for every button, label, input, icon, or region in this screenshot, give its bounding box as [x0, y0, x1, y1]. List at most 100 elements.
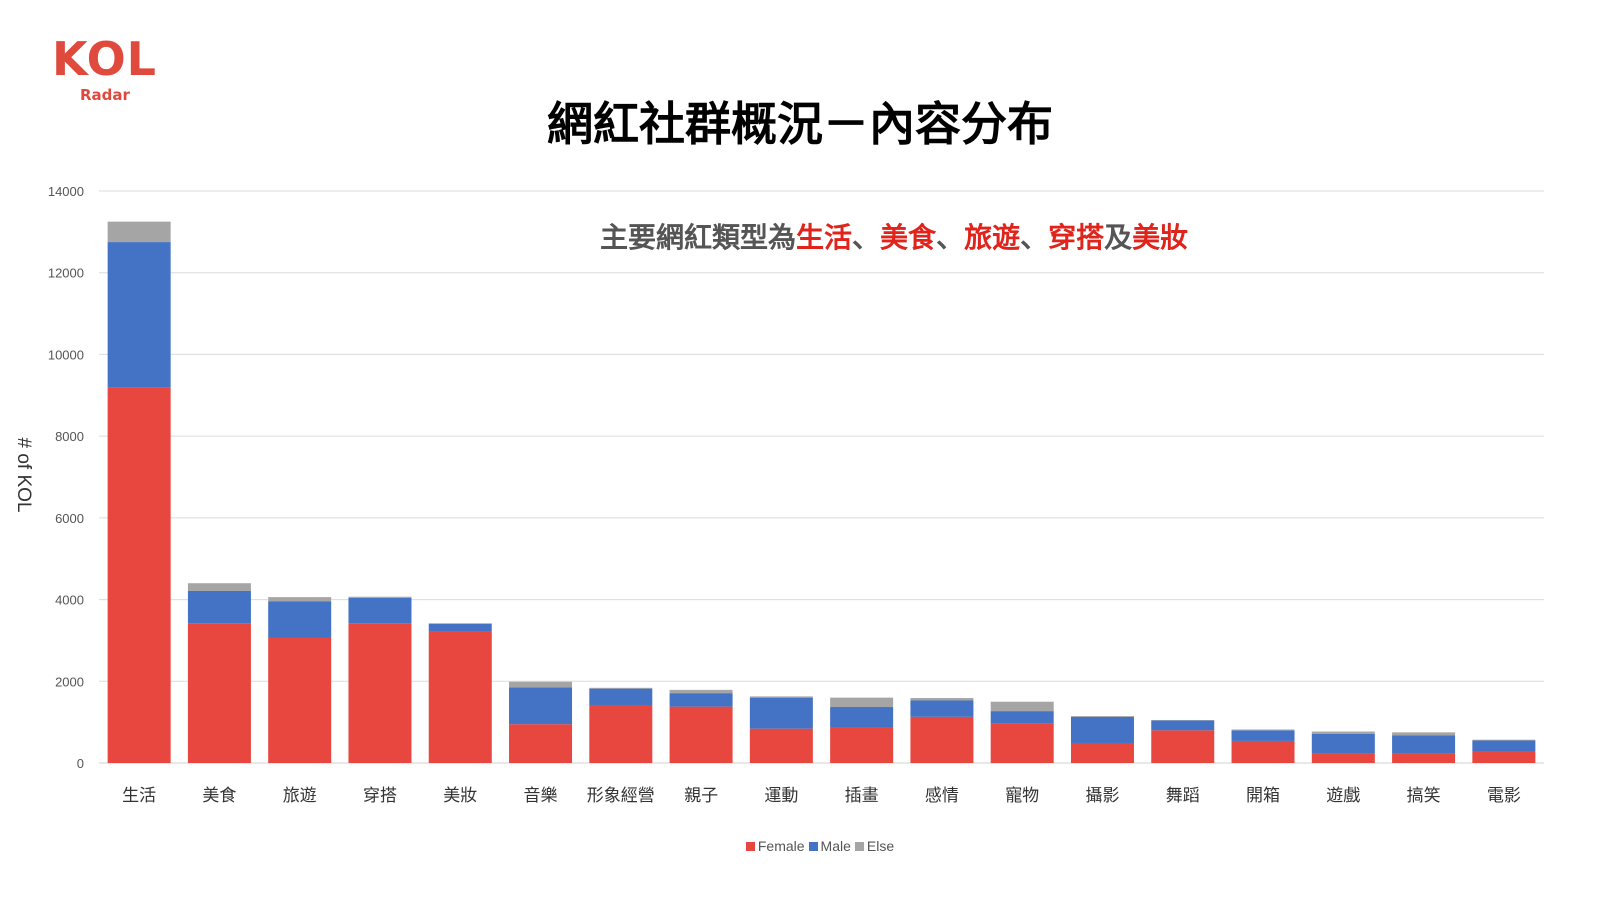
y-tick-label: 2000 — [55, 674, 84, 689]
bar-segment-male — [990, 711, 1054, 724]
logo-main-text: KOL — [52, 32, 157, 86]
bar-segment-female — [669, 706, 733, 763]
y-tick-label: 8000 — [55, 429, 84, 444]
legend-item-else: Else — [854, 838, 895, 854]
x-tick-label: 攝影 — [1085, 786, 1119, 806]
x-tick-label: 感情 — [925, 786, 959, 806]
bar-segment-female — [990, 723, 1054, 763]
bar-segment-female — [589, 704, 653, 763]
bar-segment-else — [669, 689, 733, 694]
y-tick-label: 6000 — [55, 511, 84, 526]
bar-segment-female — [428, 631, 492, 763]
bar-segment-else — [1392, 732, 1456, 736]
bar-segment-male — [1392, 735, 1456, 754]
logo-sub-text: Radar — [80, 86, 130, 104]
subtitle-highlight: 旅遊 — [964, 221, 1021, 254]
bar-segment-else — [749, 696, 813, 698]
bar-segment-else — [107, 221, 171, 243]
bar-segment-else — [348, 596, 412, 598]
bar-segment-female — [749, 728, 813, 763]
x-tick-label: 開箱 — [1246, 786, 1280, 806]
x-tick-label: 穿搭 — [363, 786, 397, 806]
subtitle-highlights: 生活、美食、旅遊、穿搭及美妝 — [796, 221, 1188, 254]
subtitle-highlight: 穿搭 — [1048, 221, 1105, 254]
x-tick-label: 形象經營 — [587, 786, 655, 806]
x-tick-label: 運動 — [764, 786, 798, 806]
subtitle-highlight: 美食 — [880, 221, 937, 254]
subtitle-separator: 及 — [1104, 221, 1133, 254]
bar-segment-female — [1070, 742, 1134, 763]
bar-segment-female — [187, 623, 251, 763]
x-tick-label: 美妝 — [443, 786, 477, 806]
x-tick-label: 美食 — [202, 786, 236, 806]
bar-segment-else — [1070, 716, 1134, 717]
bar-segment-female — [1311, 753, 1375, 763]
x-tick-label: 寵物 — [1005, 786, 1039, 806]
x-tick-label: 旅遊 — [283, 786, 317, 806]
legend-label: Female — [757, 838, 805, 854]
legend-swatch — [808, 841, 818, 851]
bar-segment-else — [830, 697, 894, 708]
x-tick-label: 遊戲 — [1326, 786, 1360, 806]
bar-segment-male — [107, 242, 171, 388]
subtitle-separator: 、 — [936, 221, 965, 254]
x-tick-label: 親子 — [684, 786, 718, 806]
bar-segment-male — [589, 688, 653, 705]
bar-segment-male — [1311, 733, 1375, 754]
bar-segment-female — [1392, 753, 1456, 763]
legend-swatch — [854, 841, 864, 851]
chart-legend: Female Male Else — [0, 838, 1600, 854]
chart-subtitle: 主要網紅類型為生活、美食、旅遊、穿搭及美妝 — [600, 216, 1188, 256]
page-title: 網紅社群概況－內容分布 — [547, 97, 1053, 151]
bar-segment-else — [589, 687, 653, 689]
bar-segment-male — [910, 700, 974, 717]
bar-segment-else — [268, 597, 332, 602]
bar-segment-else — [1311, 731, 1375, 734]
bar-segment-else — [1231, 729, 1295, 731]
x-tick-label: 生活 — [122, 786, 156, 806]
y-tick-label: 12000 — [48, 266, 84, 281]
bar-segment-else — [187, 583, 251, 591]
legend-label: Male — [820, 838, 851, 854]
bar-segment-male — [830, 707, 894, 728]
legend-swatch — [745, 841, 755, 851]
bar-segment-female — [910, 716, 974, 763]
bar-segment-male — [1070, 716, 1134, 743]
bar-segment-male — [1151, 720, 1215, 731]
bar-segment-male — [749, 697, 813, 729]
subtitle-separator: 、 — [1020, 221, 1049, 254]
subtitle-highlight: 生活 — [796, 221, 853, 254]
subtitle-prefix: 主要網紅類型為 — [600, 221, 797, 254]
x-tick-label: 電影 — [1487, 786, 1521, 806]
bar-segment-else — [990, 701, 1054, 712]
bar-segment-else — [509, 681, 573, 688]
bar-segment-male — [268, 601, 332, 638]
x-tick-label: 音樂 — [524, 786, 558, 806]
bar-segment-female — [1151, 730, 1215, 763]
bar-segment-male — [428, 623, 492, 632]
bar-segment-male — [1472, 740, 1536, 752]
y-tick-label: 4000 — [55, 593, 84, 608]
legend-item-male: Male — [808, 838, 851, 854]
bar-segment-female — [509, 724, 573, 763]
bar-segment-female — [107, 387, 171, 763]
subtitle-highlight: 美妝 — [1132, 221, 1189, 254]
bar-segment-female — [1472, 751, 1536, 763]
subtitle-separator: 、 — [852, 221, 881, 254]
legend-item-female: Female — [745, 838, 805, 854]
bar-segment-male — [187, 590, 251, 624]
x-tick-label: 插畫 — [845, 786, 879, 806]
bar-segment-female — [1231, 740, 1295, 763]
x-tick-label: 舞蹈 — [1166, 786, 1200, 806]
bar-segment-else — [1472, 739, 1536, 741]
bar-segment-male — [1231, 730, 1295, 741]
bar-segment-male — [669, 693, 733, 707]
bar-segment-female — [268, 637, 332, 763]
y-tick-label: 10000 — [48, 347, 84, 362]
y-tick-label: 0 — [77, 756, 84, 771]
y-tick-label: 14000 — [48, 184, 84, 199]
legend-label: Else — [866, 838, 895, 854]
bar-segment-else — [910, 698, 974, 701]
bar-segment-male — [348, 597, 412, 624]
